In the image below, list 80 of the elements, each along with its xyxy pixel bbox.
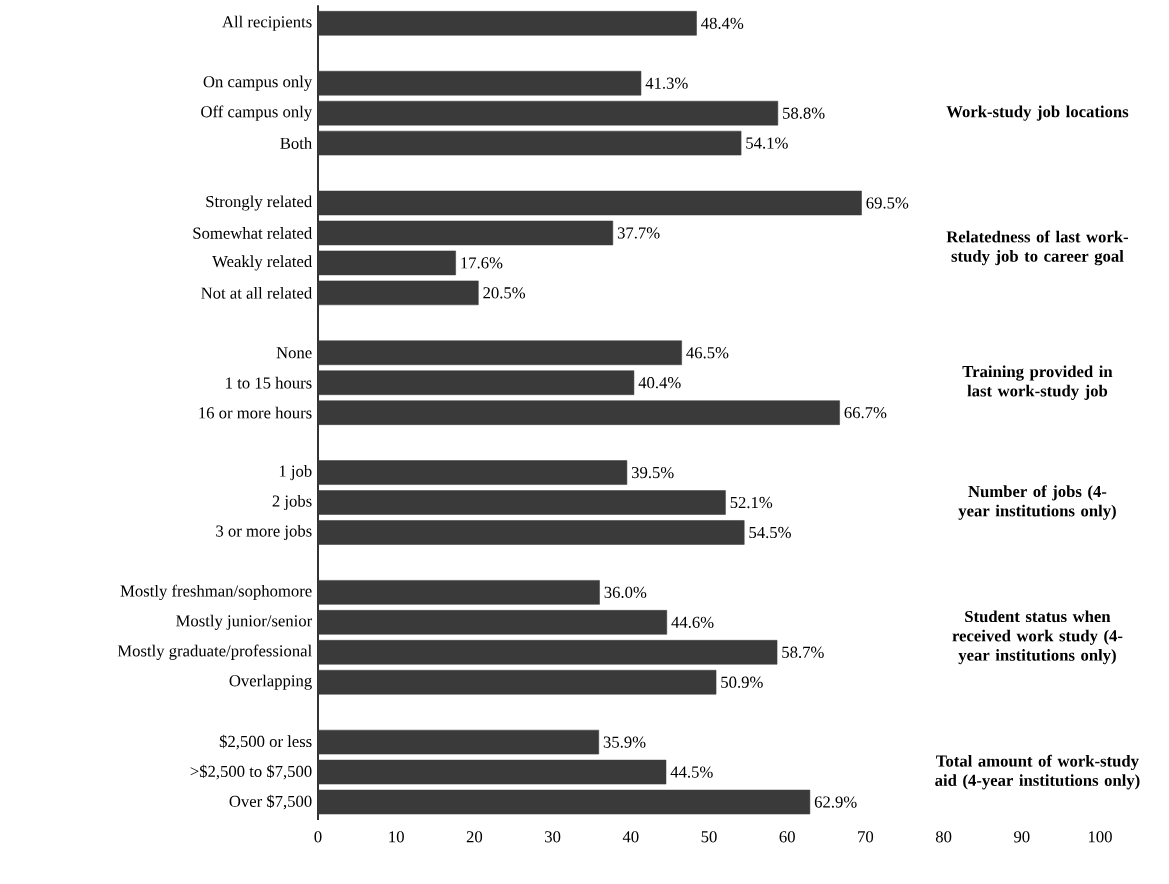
y-tick-label: Mostly junior/senior — [176, 614, 313, 630]
bar — [317, 370, 635, 395]
data-label: 41.3% — [645, 77, 688, 89]
x-tick-label: 0 — [314, 831, 322, 843]
y-tick-label: $2,500 or less — [219, 734, 312, 750]
x-tick-label: 20 — [466, 831, 483, 843]
data-label: 35.9% — [603, 736, 646, 748]
bar — [317, 220, 614, 246]
bar — [317, 280, 479, 306]
data-label: 52.1% — [730, 496, 773, 509]
y-tick-label: Somewhat related — [193, 227, 312, 239]
bar — [317, 610, 668, 635]
x-tick-label: 40 — [622, 831, 639, 843]
data-label: 54.5% — [749, 526, 791, 539]
y-tick-label: All recipients — [222, 15, 312, 31]
y-tick-label: 2 jobs — [272, 494, 312, 511]
data-label: 50.9% — [721, 676, 763, 688]
x-tick-label: 50 — [701, 831, 717, 843]
x-tick-label: 70 — [858, 831, 874, 843]
x-tick-label: 60 — [779, 831, 795, 843]
bar — [317, 190, 862, 216]
bar — [317, 340, 682, 366]
y-tick-label: 1 job — [279, 465, 312, 481]
data-label: 44.5% — [670, 766, 713, 778]
y-tick-label: Overlapping — [229, 674, 312, 690]
data-label: 62.9% — [814, 796, 857, 808]
annotation: Student status when received work study (4-year institutions only) — [952, 610, 1123, 665]
bar — [317, 759, 667, 785]
y-tick-label: Mostly freshman/sophomore — [120, 584, 312, 601]
y-tick-label: None — [276, 347, 312, 359]
bar — [317, 789, 811, 815]
y-tick-label: Over $7,500 — [229, 794, 312, 810]
x-tick-label: 90 — [1014, 831, 1030, 843]
y-tick-label: Off campus only — [201, 105, 313, 121]
y-tick-label: >$2,500 to $7,500 — [190, 764, 312, 780]
data-label: 58.8% — [783, 107, 825, 119]
bar — [317, 640, 778, 665]
annotation: Work-study job locations — [946, 105, 1129, 121]
data-label: 36.0% — [604, 586, 647, 599]
bar — [317, 490, 726, 515]
data-label: 17.6% — [461, 257, 503, 269]
data-label: 44.6% — [671, 616, 714, 628]
x-tick-label: 80 — [935, 831, 952, 843]
y-tick-label: 1 to 15 hours — [226, 376, 312, 389]
data-label: 40.4% — [638, 377, 681, 389]
data-label: 54.1% — [746, 137, 788, 149]
annotation: Total amount of work-study aid (4-year institutions only) — [935, 754, 1140, 790]
y-tick-label: Weakly related — [212, 255, 312, 271]
data-label: 69.5% — [866, 197, 909, 209]
bar — [317, 130, 742, 156]
y-tick-label: Strongly related — [206, 195, 312, 211]
bar — [317, 11, 697, 36]
bar — [317, 400, 840, 425]
bar — [317, 520, 745, 545]
data-label: 66.7% — [844, 407, 887, 419]
data-label: 48.4% — [701, 17, 744, 29]
annotation: Training provided in last work-study job — [962, 365, 1113, 400]
data-label: 58.7% — [782, 646, 824, 658]
y-tick-label: Mostly graduate/professional — [117, 644, 312, 660]
data-label: 20.5% — [483, 287, 526, 299]
y-tick-label: Both — [280, 137, 312, 149]
x-tick-label: 30 — [545, 831, 561, 843]
bar — [317, 100, 779, 126]
annotation: Relatedness of last work-study job to career goal — [946, 230, 1129, 266]
bar — [317, 580, 600, 605]
bar — [317, 250, 456, 276]
data-label: 39.5% — [631, 466, 674, 479]
x-tick-label: 10 — [389, 831, 404, 843]
y-tick-label: On campus only — [203, 75, 313, 91]
data-label: 37.7% — [617, 227, 660, 239]
y-tick-label: Not at all related — [201, 287, 313, 299]
y-tick-label: 3 or more jobs — [216, 524, 312, 541]
bar — [317, 70, 642, 96]
bar — [317, 729, 600, 755]
y-tick-label: 16 or more hours — [199, 406, 312, 419]
bar — [317, 669, 717, 695]
bar — [317, 460, 628, 485]
x-tick-label: 100 — [1088, 831, 1112, 843]
data-label: 46.5% — [686, 347, 729, 359]
annotation: Number of jobs (4-year institutions only) — [958, 485, 1116, 520]
